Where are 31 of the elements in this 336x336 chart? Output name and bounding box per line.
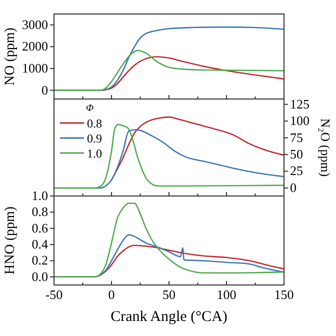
line-series bbox=[54, 202, 284, 278]
y2-tick-label: 125 bbox=[290, 96, 310, 112]
x-tick-label: 0 bbox=[108, 287, 115, 302]
x-tick-label: 100 bbox=[216, 287, 236, 302]
y-tick-label: 1000 bbox=[22, 60, 48, 76]
y2-axis-title: N₂O (ppm) bbox=[318, 118, 333, 177]
y-tick-label: 0.4 bbox=[32, 236, 48, 252]
y-axis-title: HNO (ppm) bbox=[3, 206, 18, 275]
x-tick-label: -50 bbox=[45, 287, 63, 302]
y-tick-label: 0.2 bbox=[32, 252, 48, 268]
legend-label: 1.0 bbox=[87, 146, 102, 160]
x-tick-label: 150 bbox=[274, 287, 294, 302]
line-series bbox=[54, 50, 284, 91]
y-tick-label: 0 bbox=[42, 82, 48, 98]
y2-tick-label: 25 bbox=[290, 163, 303, 178]
y-tick-label: 1.0 bbox=[32, 188, 48, 203]
y2-tick-label: 0 bbox=[290, 180, 296, 195]
y-axis-title: NO (ppm) bbox=[3, 27, 18, 86]
legend-label: 0.8 bbox=[87, 116, 102, 130]
y-tick-label: 0.8 bbox=[32, 204, 48, 220]
y2-tick-label: 75 bbox=[290, 130, 303, 145]
legend-title: Φ bbox=[86, 103, 94, 114]
y-tick-label: 0.0 bbox=[32, 268, 48, 284]
y2-tick-label: 50 bbox=[290, 146, 303, 162]
y-tick-label: 3000 bbox=[22, 16, 48, 32]
y-tick-label: 2000 bbox=[22, 38, 48, 54]
y-tick-label: 0.6 bbox=[32, 220, 48, 236]
y2-tick-label: 100 bbox=[290, 113, 310, 128]
x-tick-label: 50 bbox=[162, 287, 176, 302]
x-axis-title: Crank Angle (°CA) bbox=[110, 309, 228, 325]
legend-label: 0.9 bbox=[87, 132, 102, 146]
